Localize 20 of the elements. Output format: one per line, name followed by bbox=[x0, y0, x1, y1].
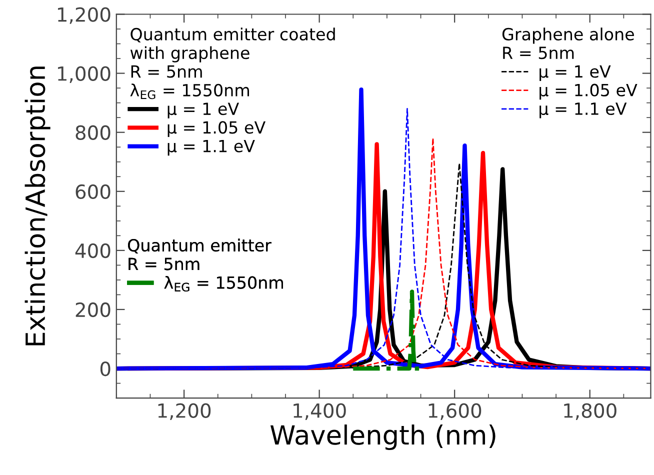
legend-label: μ = 1 eV bbox=[540, 65, 611, 82]
x-axis-title: Wavelength (nm) bbox=[270, 424, 496, 450]
y-tick-label: 600 bbox=[76, 184, 110, 200]
x-tick-label: 1,600 bbox=[428, 403, 482, 420]
y-tick-label: 200 bbox=[76, 302, 110, 318]
legend-label: μ = 1.05 eV bbox=[168, 121, 266, 137]
y-tick-label: 400 bbox=[75, 243, 110, 258]
y-tick-label: 1,200 bbox=[58, 7, 110, 24]
y-tick-label: 0 bbox=[100, 361, 110, 376]
x-tick-label: 1,200 bbox=[158, 403, 211, 420]
y-tick-label: 800 bbox=[76, 125, 110, 140]
legend-label: μ = 1.05 eV bbox=[540, 84, 638, 100]
x-tick-label: 1,800 bbox=[564, 403, 616, 420]
legend-label: μ = 1.1 eV bbox=[540, 102, 627, 118]
y-axis-title: Extinction/Absorption bbox=[24, 66, 50, 346]
y-tick-label: 1,000 bbox=[58, 66, 110, 83]
legend-label: λ$_{EG}$ = 1550nm bbox=[164, 276, 283, 292]
x-tick-label: 1,400 bbox=[294, 403, 346, 420]
legend-label: μ = 1 eV bbox=[168, 102, 239, 118]
legend-label: μ = 1.1 eV bbox=[168, 140, 255, 156]
